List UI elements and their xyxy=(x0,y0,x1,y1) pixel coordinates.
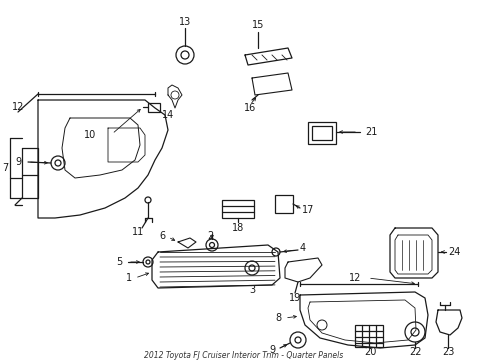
Bar xyxy=(222,200,253,218)
Bar xyxy=(311,126,331,140)
Text: 23: 23 xyxy=(441,347,453,357)
Text: 17: 17 xyxy=(302,205,314,215)
Text: 4: 4 xyxy=(299,243,305,253)
Text: 21: 21 xyxy=(364,127,377,137)
Text: 12: 12 xyxy=(12,102,24,112)
Text: 14: 14 xyxy=(162,110,174,120)
Bar xyxy=(354,325,382,347)
Text: 9: 9 xyxy=(268,345,274,355)
Text: 20: 20 xyxy=(363,347,375,357)
Text: 3: 3 xyxy=(248,285,255,295)
Text: 6: 6 xyxy=(159,231,165,241)
Text: 18: 18 xyxy=(231,223,244,233)
Bar xyxy=(307,122,335,144)
Text: 1: 1 xyxy=(125,273,132,283)
Text: 19: 19 xyxy=(288,293,301,303)
Text: 10: 10 xyxy=(84,130,96,140)
Text: 8: 8 xyxy=(275,313,282,323)
Text: 2: 2 xyxy=(206,231,213,241)
Bar xyxy=(148,103,160,112)
Text: 7: 7 xyxy=(2,163,8,173)
Bar xyxy=(274,195,292,213)
Text: 24: 24 xyxy=(447,247,459,257)
Text: 13: 13 xyxy=(179,17,191,27)
Text: 11: 11 xyxy=(132,227,144,237)
Text: 2012 Toyota FJ Cruiser Interior Trim - Quarter Panels: 2012 Toyota FJ Cruiser Interior Trim - Q… xyxy=(144,351,343,360)
Text: 12: 12 xyxy=(348,273,361,283)
Text: 9: 9 xyxy=(15,157,21,167)
Text: 5: 5 xyxy=(116,257,122,267)
Text: 15: 15 xyxy=(251,20,264,30)
Text: 16: 16 xyxy=(244,103,256,113)
Text: 22: 22 xyxy=(408,347,420,357)
